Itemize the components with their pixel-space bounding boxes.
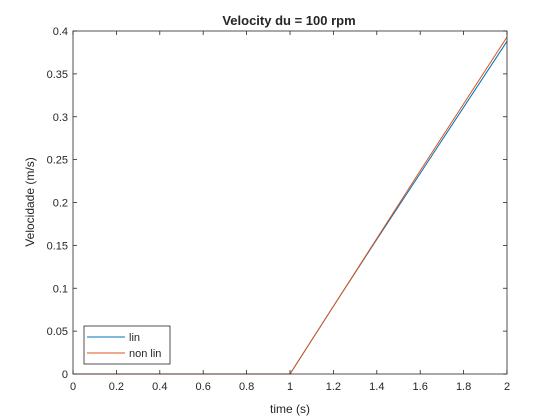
chart-title: Velocity du = 100 rpm xyxy=(222,13,355,28)
x-tick-label: 1.4 xyxy=(369,381,384,393)
y-axis-label: Velocidade (m/s) xyxy=(23,157,37,246)
x-tick-label: 0 xyxy=(70,381,76,393)
x-tick-label: 1.8 xyxy=(456,381,471,393)
x-tick-label: 0.8 xyxy=(239,381,254,393)
x-tick-label: 1.6 xyxy=(413,381,428,393)
legend-box xyxy=(83,325,171,365)
y-tick-label: 0.25 xyxy=(47,155,68,167)
y-tick-label: 0.35 xyxy=(47,69,68,81)
x-axis-label: time (s) xyxy=(270,402,310,416)
y-tick-label: 0.3 xyxy=(53,112,68,124)
y-tick-label: 0.2 xyxy=(53,198,68,210)
y-tick-label: 0 xyxy=(62,369,68,381)
x-axis-ticks: 0 0.2 0.4 0.6 0.8 1 1.2 1.4 1.6 1.8 2 xyxy=(70,31,510,393)
legend-label-non-lin: non lin xyxy=(129,348,161,360)
plot-area xyxy=(73,31,507,374)
x-tick-label: 0.4 xyxy=(152,381,167,393)
y-axis-ticks: 0 0.05 0.1 0.15 0.2 0.25 0.3 0.35 0.4 xyxy=(47,26,507,381)
y-tick-label: 0.05 xyxy=(47,326,68,338)
x-tick-label: 1.2 xyxy=(326,381,341,393)
y-tick-label: 0.1 xyxy=(53,283,68,295)
legend-label-lin: lin xyxy=(129,332,140,344)
x-tick-label: 0.6 xyxy=(196,381,211,393)
x-tick-label: 1 xyxy=(287,381,293,393)
x-tick-label: 0.2 xyxy=(109,381,124,393)
x-tick-label: 2 xyxy=(504,381,510,393)
y-tick-label: 0.15 xyxy=(47,240,68,252)
legend: lin non lin xyxy=(83,325,171,365)
y-tick-label: 0.4 xyxy=(53,26,68,38)
